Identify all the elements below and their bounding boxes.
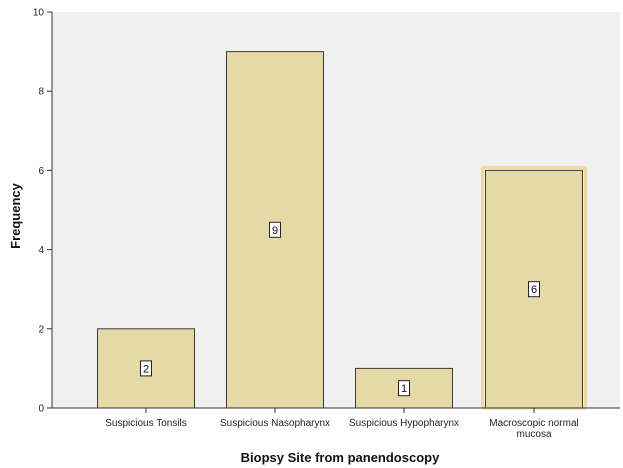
x-axis-title: Biopsy Site from panendoscopy (241, 450, 440, 465)
x-category-label-line: mucosa (516, 429, 551, 440)
x-category-label-1: Suspicious Nasopharynx (220, 418, 330, 429)
y-tick-label-2: 4 (38, 245, 44, 256)
x-category-label-line: Suspicious Nasopharynx (220, 418, 330, 429)
data-label-0: 2 (143, 363, 149, 375)
y-tick-label-5: 10 (33, 8, 45, 19)
x-category-label-3: Macroscopic normal mucosa (489, 418, 578, 440)
y-tick-label-0: 0 (38, 404, 44, 415)
data-label-2: 1 (401, 383, 407, 395)
data-label-box-0 (140, 360, 152, 377)
x-category-label-0: Suspicious Tonsils (105, 418, 187, 429)
x-category-label-line: Suspicious Tonsils (105, 418, 187, 429)
x-category-label-2: Suspicious Hypopharynx (349, 418, 459, 429)
x-categories-layer: Suspicious Tonsils Suspicious Nasopharynx… (105, 408, 579, 440)
x-category-label-line: Macroscopic normal (489, 418, 578, 429)
y-tick-label-1: 2 (38, 324, 44, 335)
x-category-label-line: Suspicious Hypopharynx (349, 418, 459, 429)
bars-layer (97, 51, 587, 410)
y-axis-title: Frequency (8, 182, 23, 249)
data-label-1: 9 (272, 225, 278, 237)
y-ticks-layer: 0 2 4 6 8 10 (33, 8, 52, 415)
y-tick-label-4: 8 (38, 87, 44, 98)
data-label-box-1 (269, 221, 281, 238)
data-label-box-3 (528, 281, 540, 298)
data-label-box-2 (398, 380, 410, 397)
y-tick-label-3: 6 (38, 166, 44, 177)
data-label-3: 6 (531, 284, 537, 296)
axes-layer (51, 12, 620, 409)
